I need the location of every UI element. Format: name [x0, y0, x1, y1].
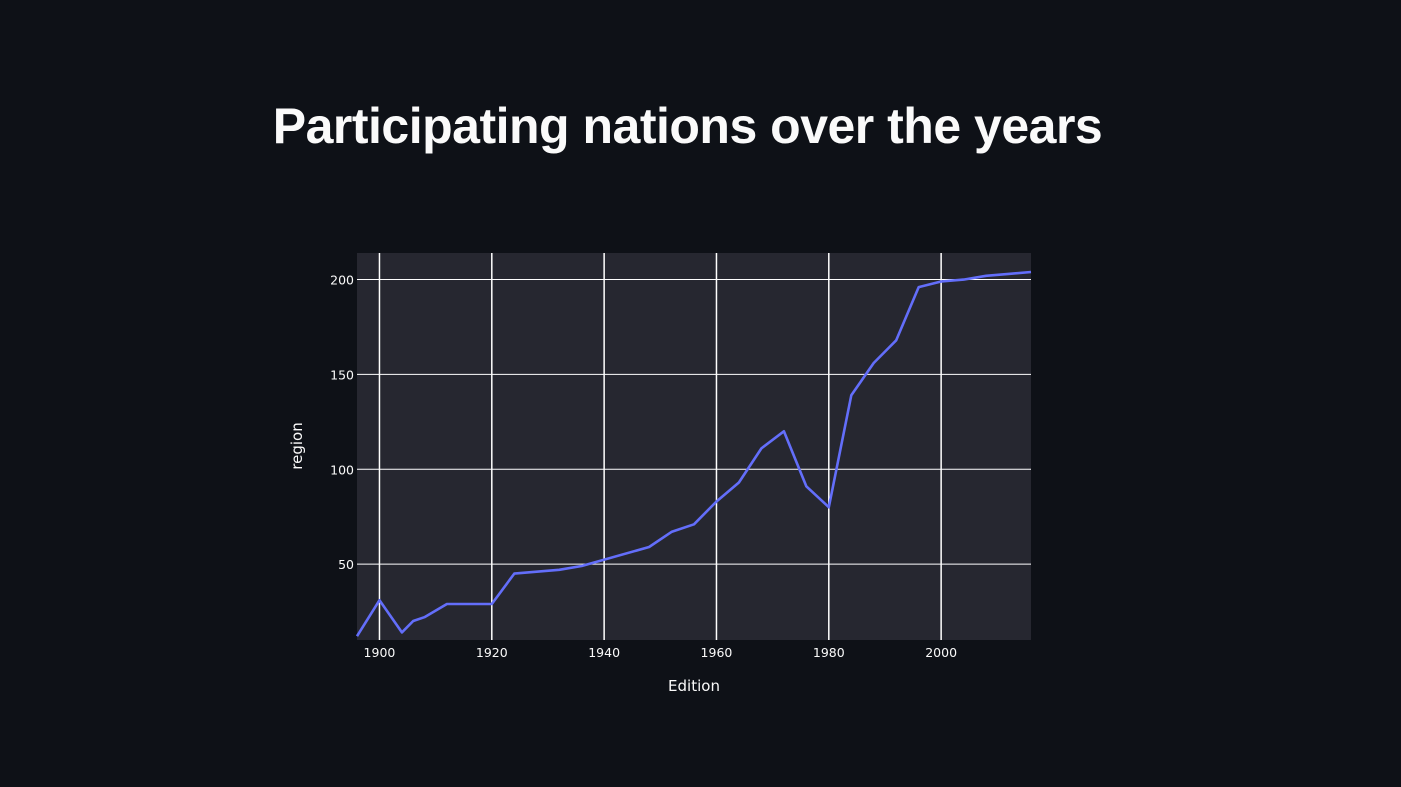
y-tick-label: 150	[330, 367, 354, 382]
y-tick-labels: 50 100 150 200	[330, 273, 354, 573]
x-tick-label: 1900	[364, 645, 396, 660]
x-axis-label: Edition	[668, 677, 720, 695]
x-tick-label: 2000	[925, 645, 957, 660]
x-tick-label: 1940	[588, 645, 620, 660]
x-tick-label: 1960	[701, 645, 733, 660]
plot-area	[357, 253, 1031, 640]
x-tick-label: 1980	[813, 645, 845, 660]
y-tick-label: 50	[338, 557, 354, 572]
x-tick-labels: 1900 1920 1940 1960 1980 2000	[364, 645, 958, 660]
series-line[interactable]	[355, 270, 1032, 637]
page-title: Participating nations over the years	[272, 98, 1103, 154]
y-grid	[357, 279, 1031, 565]
y-tick-label: 100	[330, 462, 354, 477]
x-grid	[378, 253, 942, 640]
y-axis-label: region	[288, 422, 306, 469]
x-tick-label: 1920	[476, 645, 508, 660]
y-tick-label: 200	[330, 273, 354, 288]
